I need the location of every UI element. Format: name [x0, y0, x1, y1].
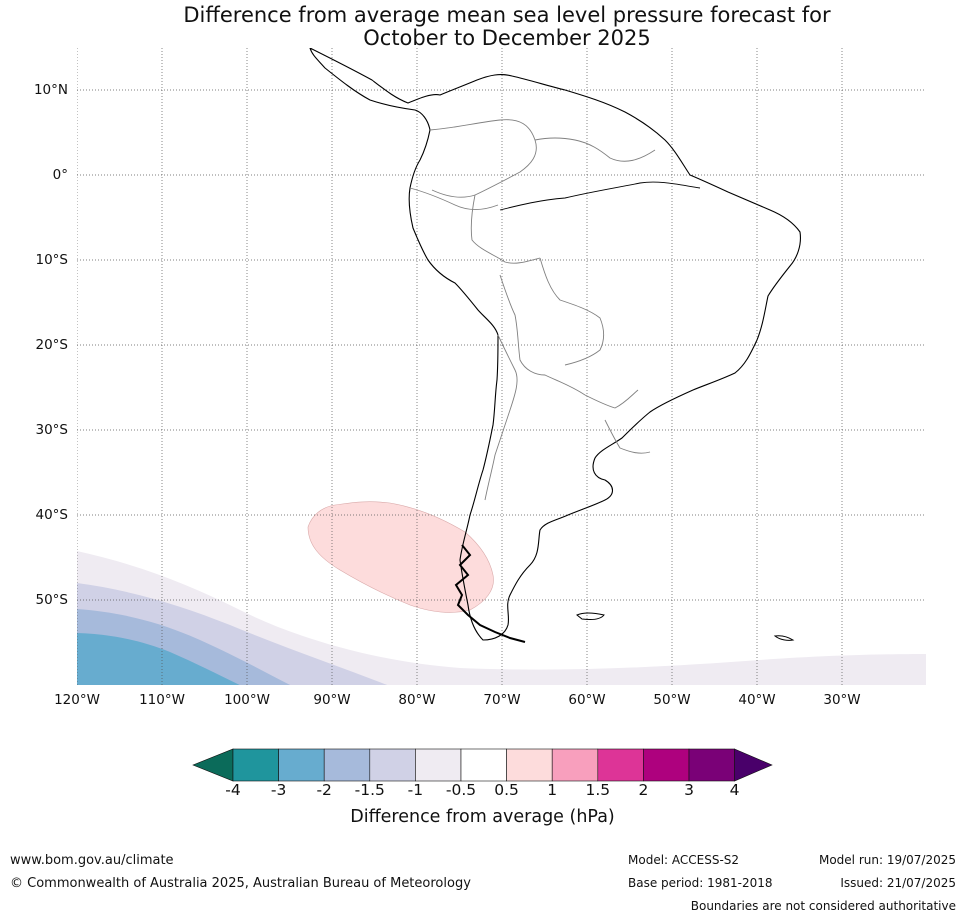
south-america-coastline	[309, 48, 801, 641]
lon-label-100w: 100°W	[224, 692, 270, 708]
colorbar-bin-m3-m2	[278, 748, 325, 782]
colorbar-bin-2-3	[643, 748, 690, 782]
colorbar-tick: -4	[225, 781, 241, 799]
colorbar-tick: 4	[729, 781, 740, 799]
lon-label-50w: 50°W	[653, 692, 691, 708]
colorbar-bin-m05-05	[460, 748, 507, 782]
colorbar-bin-05-1	[506, 748, 553, 782]
lat-label-0: 0°	[52, 167, 68, 183]
anomaly-band-m3-m2	[77, 633, 240, 685]
lat-label-40s: 40°S	[35, 507, 69, 523]
lon-label-60w: 60°W	[568, 692, 606, 708]
map-area	[77, 48, 926, 685]
colorbar-tick: -3	[270, 781, 287, 799]
colorbar-bin-m2-m15	[323, 748, 371, 782]
issued-text: Issued: 21/07/2025	[840, 876, 956, 890]
map-title: Difference from average mean sea level p…	[0, 4, 965, 50]
lon-label-40w: 40°W	[738, 692, 776, 708]
colorbar-bin-m4-m3	[232, 748, 279, 782]
anomaly-positive-region	[307, 501, 494, 613]
lat-label-10s: 10°S	[35, 252, 69, 268]
colorbar-bin-15-2	[597, 748, 644, 782]
colorbar-bin-3-4	[688, 748, 735, 782]
lat-label-20s: 20°S	[35, 337, 69, 353]
lon-label-80w: 80°W	[398, 692, 436, 708]
lat-label-50s: 50°S	[35, 592, 69, 608]
model-text: Model: ACCESS-S2	[628, 853, 740, 867]
amazon-river	[499, 181, 701, 211]
colorbar-tick: 1	[547, 781, 558, 799]
country-borders	[409, 119, 656, 501]
colorbar-bin-m1-m05	[415, 748, 462, 782]
colorbar-lower-extension	[192, 748, 234, 782]
colorbar-tick: 3	[684, 781, 694, 799]
lat-label-10n: 10°N	[33, 82, 68, 98]
chilean-fjords	[454, 544, 526, 643]
lon-label-70w: 70°W	[483, 692, 521, 708]
colorbar-tick: -2	[316, 781, 332, 799]
model-run-text: Model run: 19/07/2025	[818, 853, 956, 867]
falkland-islands	[576, 612, 605, 620]
colorbar	[192, 748, 773, 782]
colorbar-tick: 2	[638, 781, 649, 799]
base-period-text: Base period: 1981-2018	[628, 876, 773, 890]
colorbar-title: Difference from average (hPa)	[350, 807, 615, 827]
disclaimer-text: Boundaries are not considered authoritat…	[690, 899, 956, 913]
lon-label-110w: 110°W	[139, 692, 185, 708]
colorbar-upper-extension	[734, 748, 773, 782]
colorbar-tick: -1	[407, 781, 424, 799]
title-line-1: Difference from average mean sea level p…	[183, 3, 831, 27]
graticule	[77, 48, 926, 685]
lon-label-120w: 120°W	[54, 692, 100, 708]
lat-label-30s: 30°S	[35, 422, 69, 438]
colorbar-bin-m15-m1	[369, 748, 416, 782]
colorbar-tick: -0.5	[445, 781, 477, 799]
title-line-2: October to December 2025	[363, 26, 651, 50]
colorbar-tick: -1.5	[354, 781, 385, 799]
colorbar-tick: 1.5	[585, 781, 611, 799]
lon-label-30w: 30°W	[823, 692, 861, 708]
colorbar-bin-1-15	[551, 748, 599, 782]
colorbar-tick: 0.5	[494, 781, 519, 799]
south-georgia	[773, 635, 795, 641]
lon-label-90w: 90°W	[313, 692, 351, 708]
copyright-text: © Commonwealth of Australia 2025, Austra…	[10, 876, 471, 891]
website-link[interactable]: www.bom.gov.au/climate	[10, 853, 174, 868]
